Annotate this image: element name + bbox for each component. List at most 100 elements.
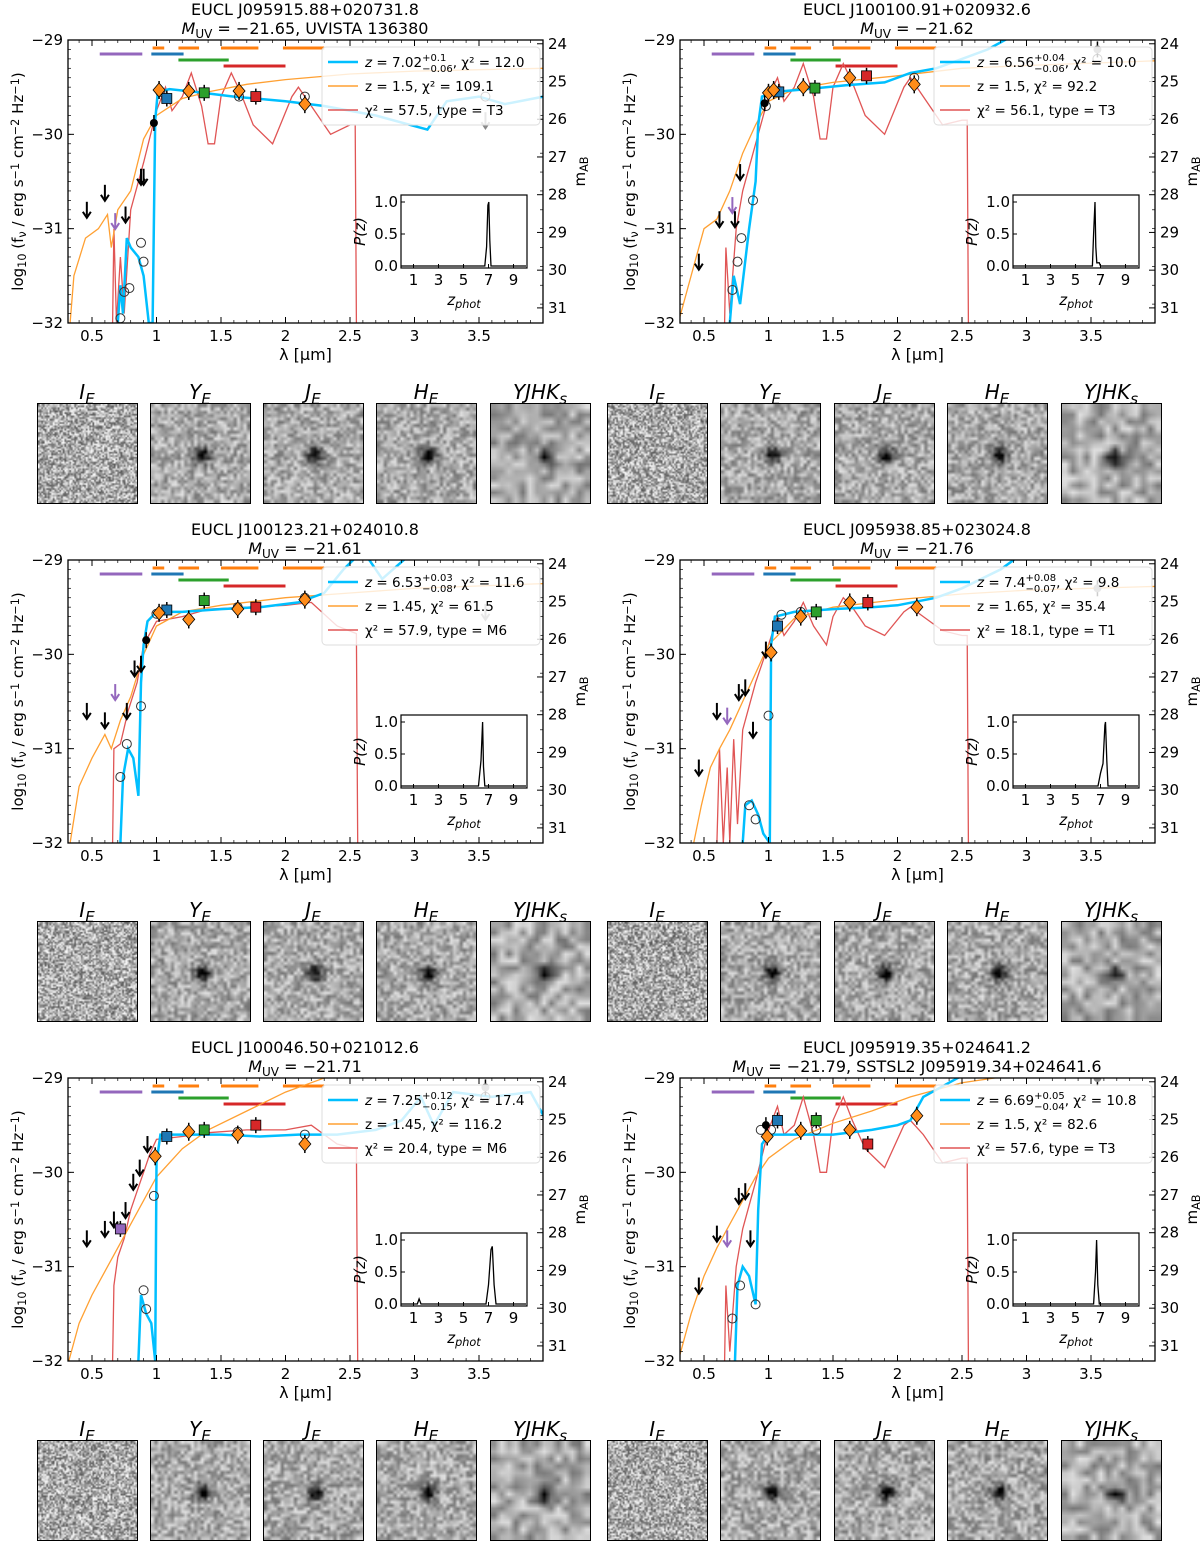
label-part: I: [79, 898, 85, 922]
cutout-image: [948, 404, 1047, 503]
upper-limit-arrow: [82, 702, 92, 721]
diamond-point: [910, 1108, 924, 1124]
y-tick-label: −29: [31, 31, 63, 49]
label-part: cm: [621, 135, 639, 163]
label-part: −1: [621, 683, 634, 700]
label-part: J: [301, 380, 311, 404]
label-part: −1: [9, 78, 22, 95]
y2-tick-label: 26: [1160, 110, 1179, 128]
y2-tick-label: 29: [1160, 1261, 1179, 1279]
upper-limit-arrow: [110, 213, 121, 231]
diamond-point: [760, 1128, 774, 1145]
y2-tick-label: 25: [548, 1111, 567, 1129]
pz-curve: [401, 201, 526, 267]
legend-box: [933, 46, 1153, 126]
y-tick-label: −31: [643, 1258, 675, 1276]
pz-inset: 1 3 5 7 9 0.0 0.5 1.0 zphot P(z): [963, 1231, 1140, 1349]
label-part: YJHK: [513, 380, 561, 404]
label-part: z: [1058, 291, 1068, 309]
highz-model-line: [119, 560, 406, 843]
legend-entry-dwarf: χ² = 57.5, type = T3: [365, 103, 504, 119]
legend-entry-dwarf: χ² = 18.1, type = T1: [977, 623, 1116, 639]
legend: z = 7.25+0.12 −0.15, χ² = 17.4 z = 1.45, χ…: [321, 1084, 541, 1164]
panel-subtitle: MUV = −21.61: [248, 539, 362, 561]
upper-limit-arrow: [120, 1202, 131, 1220]
panel-subtitle: MUV = −21.79, SSTSL2 J095919.34+024641.6: [732, 1057, 1101, 1079]
cutout-band-label: YE: [759, 1417, 781, 1445]
cutout-band-label: JE: [301, 898, 321, 926]
label-part: −2: [9, 639, 22, 656]
y2-tick-label: 30: [548, 261, 567, 279]
y-tick-label: −30: [31, 1163, 63, 1181]
x-tick-label: 2.5: [338, 327, 362, 345]
inset-x-tick-label: 3: [434, 791, 444, 809]
x-tick-label: 3.5: [467, 847, 491, 865]
label-part: log: [9, 1306, 27, 1329]
cutout-image: [491, 922, 590, 1021]
inset-x-tick-label: 1: [409, 791, 419, 809]
inset-y-tick-label: 0.5: [986, 745, 1010, 763]
diamond-point: [298, 96, 312, 112]
label-part: H: [414, 1417, 429, 1441]
label-part: ): [9, 592, 27, 598]
cutout-image: [835, 1441, 934, 1540]
y-tick-label: −31: [643, 220, 675, 238]
inset-x-tick-label: 9: [1121, 1309, 1131, 1327]
label-part: log: [9, 268, 27, 291]
upper-limit-arrow: [722, 1230, 733, 1249]
cutout-band-label: JE: [301, 1417, 321, 1445]
cutout-image: [1062, 1441, 1161, 1540]
inset-y-tick-label: 1.0: [374, 713, 398, 731]
cutout-band-label: IE: [649, 380, 665, 408]
y-tick-label: −32: [31, 314, 63, 332]
panel-subtitle: MUV = −21.71: [248, 1057, 362, 1079]
muv-value: −21.76: [915, 539, 974, 558]
legend-entry-highz: z = 6.69+0.05 −0.04, χ² = 10.8: [976, 1091, 1136, 1113]
label-part: −1: [9, 1116, 22, 1133]
y2-tick-label: 27: [548, 668, 567, 686]
upper-limit-arrow: [100, 1220, 110, 1239]
label-part: E: [655, 1427, 665, 1445]
cutout-thumbnail: [834, 1440, 935, 1541]
cutout-image: [835, 404, 934, 503]
legend-entry-lowz: z = 1.5, χ² = 92.2: [977, 79, 1097, 95]
label-part: E: [85, 1427, 95, 1445]
y-tick-label: −32: [643, 1352, 675, 1370]
cutout-band-label: IE: [79, 1417, 95, 1445]
inset-frame: [1012, 194, 1140, 269]
label-part: −1: [621, 1116, 634, 1133]
label-part: AB: [578, 676, 591, 691]
inset-x-tick-label: 3: [1046, 791, 1056, 809]
cutout-thumbnail: [263, 921, 364, 1022]
cutout-thumbnail: [607, 403, 708, 504]
x-axis-label: λ [μm]: [891, 865, 944, 884]
inset-x-tick-label: 7: [484, 271, 494, 289]
inset-y-tick-label: 0.0: [374, 1295, 398, 1313]
label-part: E: [1000, 908, 1010, 926]
legend-entry-dwarf: χ² = 56.1, type = T3: [977, 103, 1116, 119]
label-part: z: [1058, 1329, 1068, 1347]
legend-entry-highz: z = 6.53+0.03 −0.08, χ² = 11.6: [364, 573, 524, 595]
inset-x-tick-label: 3: [434, 1309, 444, 1327]
cutout-image: [1062, 404, 1161, 503]
upper-limit-arrow: [134, 1159, 145, 1178]
label-part: Hz: [9, 95, 27, 119]
cutout-band-label: YJHKs: [1084, 1417, 1138, 1445]
label-part: H: [414, 380, 429, 404]
square-point-J_E: [198, 595, 210, 606]
y2-tick-label: 29: [548, 1261, 567, 1279]
diamond-point: [298, 1136, 312, 1152]
y2-tick-label: 28: [1160, 706, 1179, 724]
label-part: E: [771, 1427, 781, 1445]
label-part: E: [882, 1427, 892, 1445]
label-part: (f: [621, 1275, 639, 1292]
label-part: E: [429, 908, 439, 926]
y-tick-label: −32: [31, 1352, 63, 1370]
x-axis-label: λ [μm]: [891, 345, 944, 364]
x-tick-label: 2.5: [950, 327, 974, 345]
x-axis-label: λ [μm]: [279, 1383, 332, 1402]
y2-tick-label: 25: [1160, 73, 1179, 91]
label-part: AB: [1190, 156, 1200, 171]
x-tick-label: 1: [152, 1365, 162, 1383]
